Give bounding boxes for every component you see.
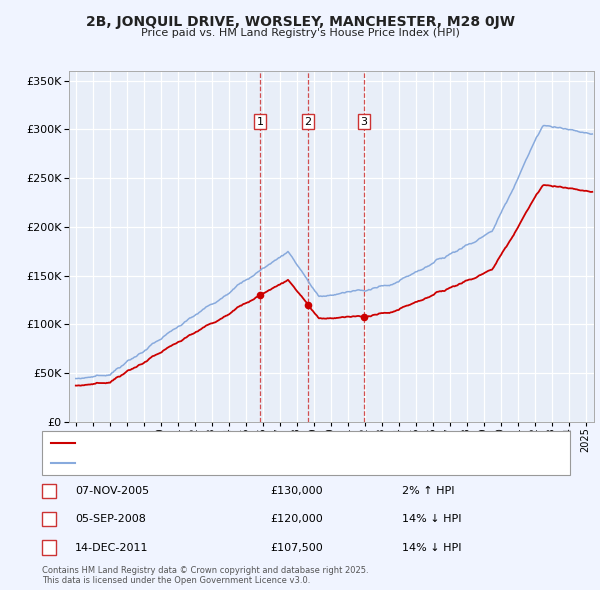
- Text: 2: 2: [305, 117, 312, 127]
- Text: 3: 3: [46, 543, 53, 552]
- Text: 05-SEP-2008: 05-SEP-2008: [75, 514, 146, 524]
- Text: 2B, JONQUIL DRIVE, WORSLEY, MANCHESTER, M28 0JW (semi-detached house): 2B, JONQUIL DRIVE, WORSLEY, MANCHESTER, …: [79, 438, 472, 448]
- Text: Price paid vs. HM Land Registry's House Price Index (HPI): Price paid vs. HM Land Registry's House …: [140, 28, 460, 38]
- Text: 14% ↓ HPI: 14% ↓ HPI: [402, 543, 461, 552]
- Text: 3: 3: [361, 117, 367, 127]
- Text: £120,000: £120,000: [270, 514, 323, 524]
- Text: 14-DEC-2011: 14-DEC-2011: [75, 543, 149, 552]
- Text: 14% ↓ HPI: 14% ↓ HPI: [402, 514, 461, 524]
- Text: 1: 1: [257, 117, 264, 127]
- Text: £130,000: £130,000: [270, 486, 323, 496]
- Text: 1: 1: [46, 486, 53, 496]
- Text: 07-NOV-2005: 07-NOV-2005: [75, 486, 149, 496]
- Text: £107,500: £107,500: [270, 543, 323, 552]
- Text: 2% ↑ HPI: 2% ↑ HPI: [402, 486, 455, 496]
- Text: Contains HM Land Registry data © Crown copyright and database right 2025.
This d: Contains HM Land Registry data © Crown c…: [42, 566, 368, 585]
- Text: HPI: Average price, semi-detached house, Salford: HPI: Average price, semi-detached house,…: [79, 458, 326, 467]
- Text: 2B, JONQUIL DRIVE, WORSLEY, MANCHESTER, M28 0JW: 2B, JONQUIL DRIVE, WORSLEY, MANCHESTER, …: [86, 15, 515, 29]
- Text: 2: 2: [46, 514, 53, 524]
